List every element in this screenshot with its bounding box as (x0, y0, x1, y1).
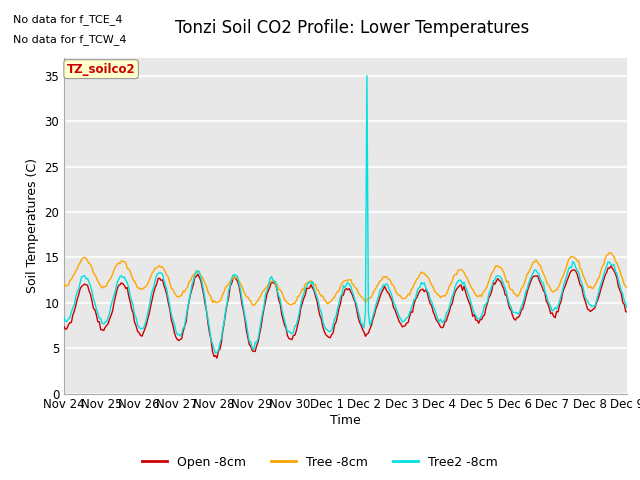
Y-axis label: Soil Temperatures (C): Soil Temperatures (C) (26, 158, 38, 293)
Legend: Open -8cm, Tree -8cm, Tree2 -8cm: Open -8cm, Tree -8cm, Tree2 -8cm (137, 451, 503, 474)
Text: No data for f_TCW_4: No data for f_TCW_4 (13, 34, 126, 45)
X-axis label: Time: Time (330, 414, 361, 427)
Text: Tonzi Soil CO2 Profile: Lower Temperatures: Tonzi Soil CO2 Profile: Lower Temperatur… (175, 19, 529, 37)
Text: TZ_soilco2: TZ_soilco2 (67, 63, 136, 76)
Text: No data for f_TCE_4: No data for f_TCE_4 (13, 14, 122, 25)
